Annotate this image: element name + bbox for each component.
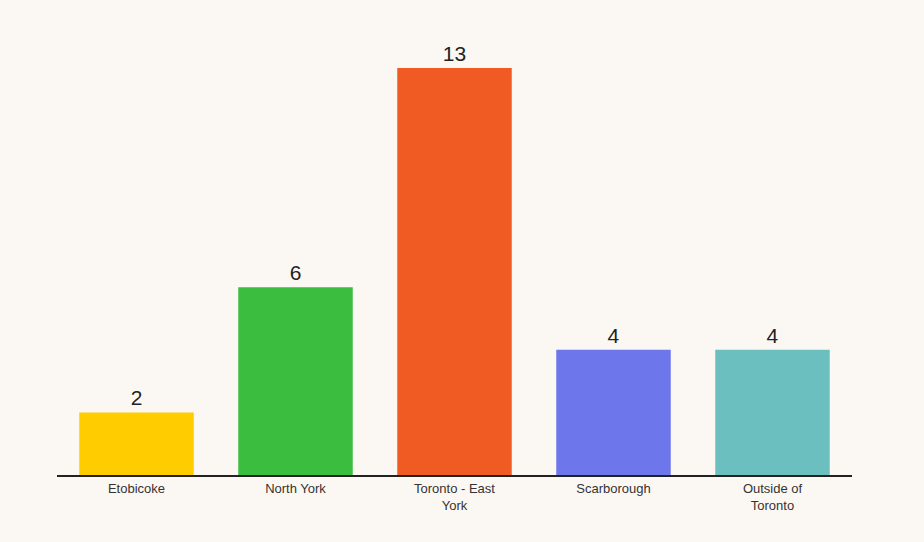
svg-text:2: 2 bbox=[131, 386, 143, 409]
svg-text:4: 4 bbox=[608, 324, 620, 347]
svg-text:Etobicoke: Etobicoke bbox=[108, 481, 165, 496]
svg-text:13: 13 bbox=[443, 42, 466, 65]
svg-text:4: 4 bbox=[767, 324, 779, 347]
svg-text:6: 6 bbox=[290, 261, 302, 284]
svg-text:Toronto - EastYork: Toronto - EastYork bbox=[414, 481, 495, 513]
svg-text:Scarborough: Scarborough bbox=[576, 481, 650, 496]
svg-text:North York: North York bbox=[265, 481, 326, 496]
svg-text:Outside ofToronto: Outside ofToronto bbox=[743, 481, 803, 513]
